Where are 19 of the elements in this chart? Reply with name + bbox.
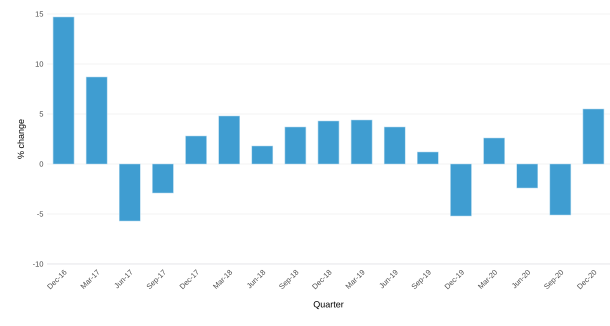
bar bbox=[483, 138, 505, 164]
bar bbox=[550, 164, 572, 216]
bar bbox=[417, 152, 439, 164]
bar bbox=[516, 164, 538, 188]
bar bbox=[119, 164, 141, 222]
bar bbox=[350, 120, 372, 164]
bar bbox=[384, 126, 406, 164]
bar bbox=[86, 76, 108, 164]
bar bbox=[450, 164, 472, 216]
bar bbox=[251, 146, 274, 164]
x-axis-title: Quarter bbox=[314, 301, 344, 310]
y-axis-title: % change bbox=[17, 119, 26, 159]
bar bbox=[318, 120, 340, 164]
bar bbox=[185, 136, 207, 164]
bar bbox=[218, 116, 240, 164]
bar bbox=[284, 126, 306, 164]
bar bbox=[152, 164, 174, 194]
bar bbox=[582, 108, 604, 164]
bar bbox=[52, 16, 74, 164]
